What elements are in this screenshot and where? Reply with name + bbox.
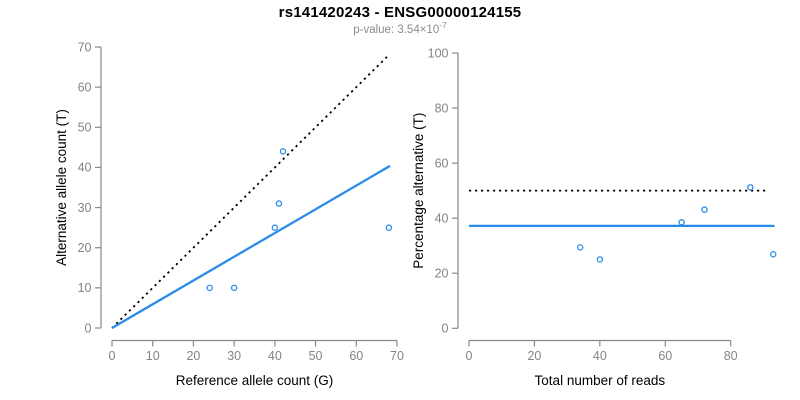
x-tick-label: 20 [527,349,541,363]
data-point [678,219,685,226]
fitted-ratio-line [111,164,391,329]
y-axis-title: Percentage alternative (T) [411,113,426,269]
x-tick-label: 40 [593,349,607,363]
data-point [275,200,283,207]
x-axis-title: Total number of reads [535,373,666,388]
data-point [576,244,584,251]
y-tick-label: 60 [78,80,92,94]
y-tick-label: 0 [442,322,449,336]
y-tick-label: 100 [428,46,449,60]
y-tick-label: 80 [435,101,449,115]
data-point [279,148,287,155]
x-tick-label: 80 [724,349,738,363]
figure-title: rs141420243 - ENSG00000124155 [278,4,522,21]
data-point [701,206,708,213]
x-tick-label: 0 [109,349,116,363]
y-tick-label: 60 [435,156,449,170]
pvalue-label: p-value: 3.54×10 [353,24,440,36]
y-tick-label: 30 [78,201,92,215]
x-tick-label: 20 [186,349,200,363]
y-tick-label: 20 [78,241,92,255]
y-tick-label: 50 [78,121,92,135]
x-axis-title: Reference allele count (G) [176,373,334,388]
percentage-panel: 0 20 40 60 80 0 20 40 60 80 100 Total number of rea… [411,46,777,388]
data-point [747,184,754,191]
data-point [271,224,279,231]
y-tick-label: 0 [85,321,92,335]
y-tick-label: 10 [78,281,92,295]
x-tick-label: 10 [146,349,160,363]
data-point [769,250,777,258]
pvalue-exponent: -7 [439,20,447,31]
x-tick-label: 60 [658,349,672,363]
y-tick-label: 40 [78,161,92,175]
x-tick-label: 40 [268,349,282,363]
y-axis-title: Alternative allele count (T) [54,109,69,266]
figure-subtitle: p-value: 3.54×10-7 [0,21,800,36]
data-point [230,284,238,292]
y-tick-label: 20 [435,267,449,281]
allele-count-panel: 0 10 20 30 40 50 60 70 0 10 20 30 40 50 60 70 Reference … [54,40,404,388]
x-tick-label: 0 [466,349,473,363]
x-tick-label: 30 [227,349,241,363]
x-tick-label: 70 [390,349,404,363]
data-point [385,224,393,231]
x-tick-label: 50 [309,349,323,363]
y-tick-label: 70 [78,40,92,54]
data-point [206,284,213,292]
y-tick-label: 40 [435,211,449,225]
x-tick-label: 60 [349,349,363,363]
data-point [596,256,604,263]
